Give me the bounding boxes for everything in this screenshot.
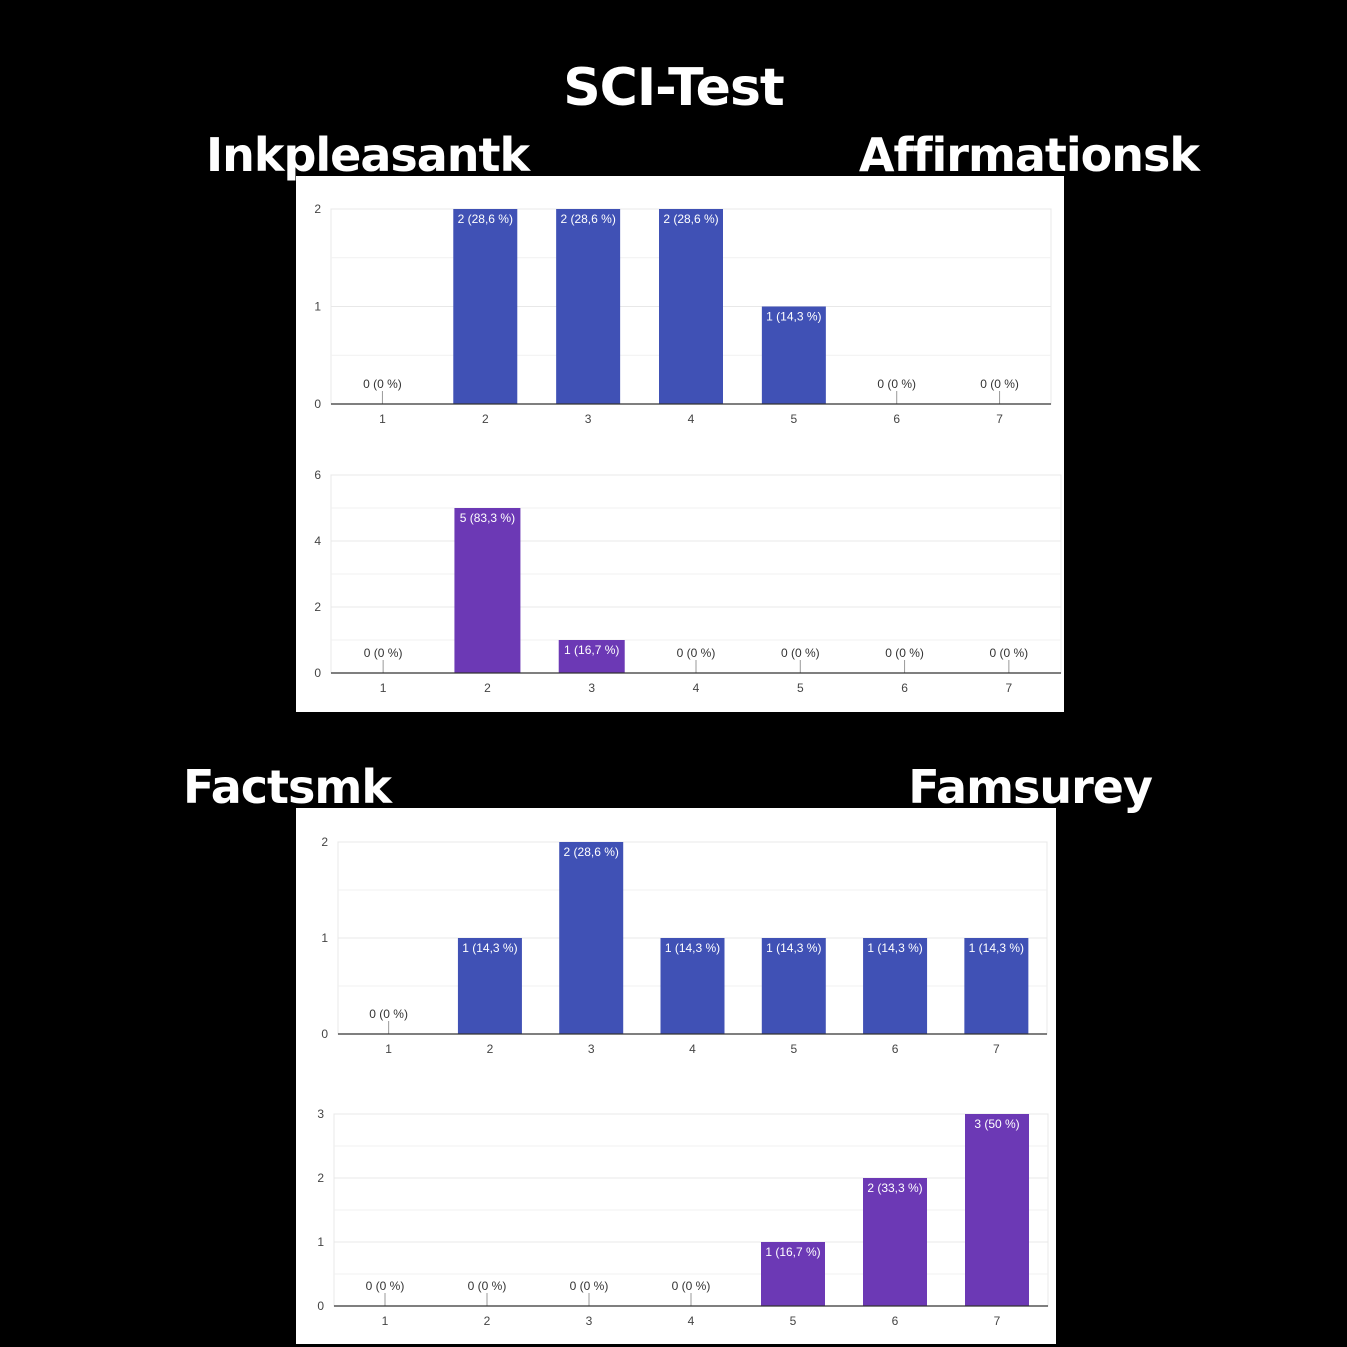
- data-label: 5 (83,3 %): [460, 511, 515, 525]
- data-label: 0 (0 %): [468, 1279, 507, 1293]
- x-tick-label: 1: [382, 1314, 389, 1328]
- data-label: 2 (28,6 %): [564, 845, 619, 859]
- data-label: 0 (0 %): [364, 646, 403, 660]
- data-label: 0 (0 %): [885, 646, 924, 660]
- y-tick-label: 1: [314, 300, 321, 314]
- bar: [453, 209, 518, 404]
- x-tick-label: 2: [487, 1042, 494, 1056]
- data-label: 2 (28,6 %): [458, 212, 513, 226]
- data-label: 2 (28,6 %): [663, 212, 718, 226]
- scale-label-top-right: Affirmationsk: [858, 128, 1200, 182]
- bar-chart-2: 0 2 4 6 0 (0 %) 1 5 (83,3 %) 2 1 (16,7 %) 3 0 (0 %…: [314, 468, 1062, 695]
- bar-chart-3: 0 1 2 0 (0 %) 1 1 (14,3 %) 2 2 (28,6 %) 3 1 (14,3…: [321, 835, 1048, 1056]
- y-tick-label: 1: [317, 1235, 324, 1249]
- data-label: 1 (14,3 %): [766, 941, 821, 955]
- data-label: 0 (0 %): [990, 646, 1029, 660]
- x-tick-label: 5: [797, 681, 804, 695]
- x-tick-label: 4: [688, 1314, 695, 1328]
- data-label: 0 (0 %): [570, 1279, 609, 1293]
- x-tick-label: 4: [689, 1042, 696, 1056]
- bar-chart-1: 0 1 2 0 (0 %) 1 2 (28,6 %) 2 2 (28,6 %) 3 2 (28,6…: [314, 202, 1052, 426]
- data-label: 0 (0 %): [366, 1279, 405, 1293]
- x-tick-label: 5: [791, 412, 798, 426]
- data-label: 0 (0 %): [877, 377, 916, 391]
- page-title: SCI-Test: [563, 58, 785, 118]
- data-label: 0 (0 %): [677, 646, 716, 660]
- x-tick-label: 1: [380, 681, 387, 695]
- x-tick-label: 7: [993, 1042, 1000, 1056]
- y-tick-label: 0: [321, 1027, 328, 1041]
- bar: [761, 306, 826, 404]
- x-tick-label: 7: [996, 412, 1003, 426]
- bar: [556, 209, 621, 404]
- y-tick-label: 2: [317, 1171, 324, 1185]
- data-label: 1 (16,7 %): [765, 1245, 820, 1259]
- x-tick-label: 3: [588, 681, 595, 695]
- data-label: 2 (28,6 %): [560, 212, 615, 226]
- y-tick-label: 0: [317, 1299, 324, 1313]
- data-label: 1 (16,7 %): [564, 643, 619, 657]
- x-tick-label: 6: [892, 1314, 899, 1328]
- scale-label-bottom-right: Famsurey: [908, 760, 1153, 814]
- bar: [660, 938, 725, 1034]
- data-label: 1 (14,3 %): [969, 941, 1024, 955]
- y-tick-label: 1: [321, 931, 328, 945]
- bar: [559, 842, 624, 1034]
- x-tick-label: 6: [901, 681, 908, 695]
- bar: [964, 938, 1029, 1034]
- y-tick-label: 2: [314, 202, 321, 216]
- x-tick-label: 6: [892, 1042, 899, 1056]
- x-tick-label: 6: [893, 412, 900, 426]
- x-tick-label: 7: [994, 1314, 1001, 1328]
- chart-panel-top: 0 1 2 0 (0 %) 1 2 (28,6 %) 2 2 (28,6 %) 3 2 (28,6…: [296, 176, 1064, 712]
- data-label: 1 (14,3 %): [665, 941, 720, 955]
- bar: [454, 508, 521, 673]
- x-tick-label: 3: [585, 412, 592, 426]
- x-tick-label: 2: [484, 681, 491, 695]
- bar-chart-4: 0 1 2 3 0 (0 %) 1 0 (0 %) 2 0 (0 %) 3 0 (0 %) 4 1 (1…: [317, 1107, 1049, 1328]
- x-tick-label: 4: [688, 412, 695, 426]
- x-tick-label: 1: [385, 1042, 392, 1056]
- y-tick-label: 2: [321, 835, 328, 849]
- data-label: 3 (50 %): [974, 1117, 1019, 1131]
- bar: [863, 1178, 927, 1306]
- x-tick-label: 3: [586, 1314, 593, 1328]
- bar: [761, 1242, 825, 1306]
- data-label: 0 (0 %): [363, 377, 402, 391]
- x-tick-label: 5: [790, 1042, 797, 1056]
- y-tick-label: 4: [314, 534, 321, 548]
- x-tick-label: 1: [379, 412, 386, 426]
- data-label: 1 (14,3 %): [462, 941, 517, 955]
- bar: [965, 1114, 1029, 1306]
- x-tick-label: 2: [482, 412, 489, 426]
- chart-panel-bottom: 0 1 2 0 (0 %) 1 1 (14,3 %) 2 2 (28,6 %) 3 1 (14,3…: [296, 808, 1056, 1344]
- y-tick-label: 3: [317, 1107, 324, 1121]
- data-label: 2 (33,3 %): [867, 1181, 922, 1195]
- data-label: 1 (14,3 %): [867, 941, 922, 955]
- y-tick-label: 0: [314, 666, 321, 680]
- y-tick-label: 6: [314, 468, 321, 482]
- bar: [863, 938, 928, 1034]
- scale-label-bottom-left: Factsmk: [183, 760, 392, 814]
- y-tick-label: 2: [314, 600, 321, 614]
- scale-label-top-left: Inkpleasantk: [206, 128, 530, 182]
- bar: [659, 209, 723, 404]
- x-tick-label: 3: [588, 1042, 595, 1056]
- x-tick-label: 5: [790, 1314, 797, 1328]
- data-label: 0 (0 %): [369, 1007, 408, 1021]
- data-label: 0 (0 %): [980, 377, 1019, 391]
- data-label: 0 (0 %): [672, 1279, 711, 1293]
- x-tick-label: 7: [1006, 681, 1013, 695]
- bar: [457, 938, 522, 1034]
- bar: [558, 640, 625, 673]
- x-tick-label: 2: [484, 1314, 491, 1328]
- bar: [761, 938, 826, 1034]
- data-label: 0 (0 %): [781, 646, 820, 660]
- y-tick-label: 0: [314, 397, 321, 411]
- x-tick-label: 4: [693, 681, 700, 695]
- data-label: 1 (14,3 %): [766, 310, 821, 324]
